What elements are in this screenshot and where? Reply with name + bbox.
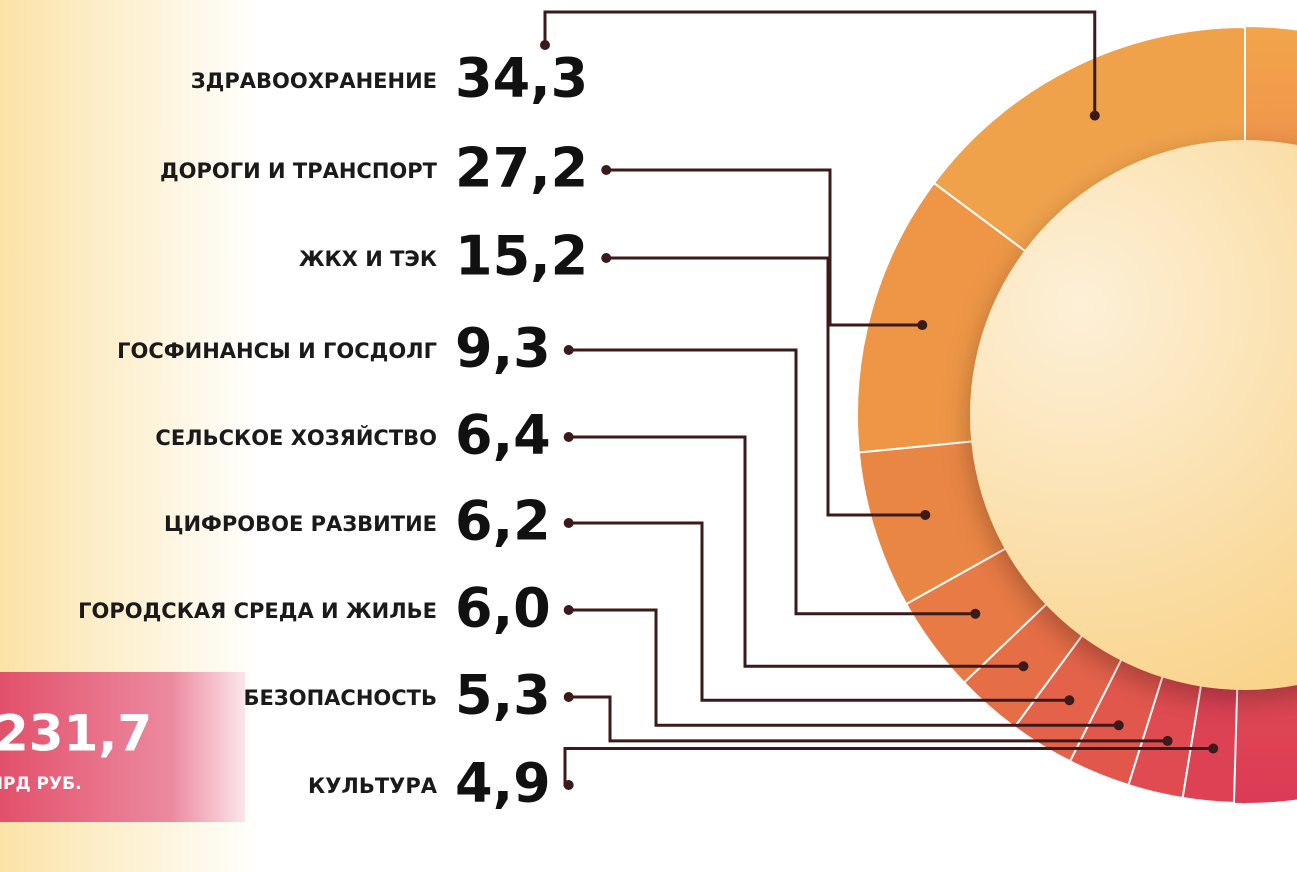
category-label: КУЛЬТУРА bbox=[308, 774, 438, 798]
leader-dot bbox=[563, 345, 574, 355]
leader-dot bbox=[601, 165, 612, 175]
category-label: ГОСФИНАНСЫ И ГОСДОЛГ bbox=[117, 339, 437, 363]
leader-dot bbox=[920, 509, 931, 520]
leader-dot bbox=[970, 608, 981, 619]
category-label: БЕЗОПАСНОСТЬ bbox=[243, 686, 437, 710]
leader-dot bbox=[563, 780, 574, 790]
leader-dot bbox=[1162, 735, 1173, 746]
leader-line bbox=[568, 348, 976, 616]
total-unit: МЛРД РУБ. bbox=[0, 774, 82, 794]
leader-dot bbox=[1064, 695, 1075, 706]
leader-dot bbox=[1113, 720, 1124, 731]
total-value: 231,7 bbox=[0, 705, 152, 763]
category-label: ДОРОГИ И ТРАНСПОРТ bbox=[160, 159, 438, 183]
category-label: ЦИФРОВОЕ РАЗВИТИЕ bbox=[164, 512, 437, 536]
leader-line bbox=[568, 435, 1024, 668]
donut-hole bbox=[970, 140, 1297, 690]
value-label: 5,3 bbox=[455, 664, 551, 727]
value-label: 6,4 bbox=[455, 404, 551, 467]
leader-dot bbox=[917, 320, 928, 331]
leader-dot bbox=[1089, 110, 1100, 121]
leader-line bbox=[568, 521, 1070, 702]
value-label: 15,2 bbox=[455, 225, 588, 288]
value-label: 34,3 bbox=[455, 47, 588, 110]
leader-dot bbox=[563, 432, 574, 442]
category-label: ЗДРАВООХРАНЕНИЕ bbox=[191, 69, 437, 93]
leader-dot bbox=[540, 40, 550, 50]
leader-line bbox=[606, 168, 923, 327]
value-label: 6,0 bbox=[455, 577, 551, 640]
leader-dot bbox=[601, 253, 612, 263]
value-label: 6,2 bbox=[455, 490, 551, 553]
category-label: ЖКХ И ТЭК bbox=[299, 247, 437, 271]
value-label: 9,3 bbox=[455, 317, 551, 380]
leader-dot bbox=[563, 692, 574, 702]
value-label: 4,9 bbox=[455, 752, 551, 815]
leader-dot bbox=[563, 518, 574, 528]
leader-line bbox=[568, 695, 1168, 743]
category-label: ГОРОДСКАЯ СРЕДА И ЖИЛЬЕ bbox=[78, 599, 437, 623]
leader-dot bbox=[1208, 743, 1219, 754]
leader-line bbox=[568, 608, 1119, 727]
leader-line bbox=[606, 256, 926, 517]
leader-dot bbox=[1018, 661, 1029, 672]
leader-dot bbox=[563, 605, 574, 615]
leader-line bbox=[543, 10, 1097, 116]
total-box bbox=[0, 672, 245, 822]
value-label: 27,2 bbox=[455, 137, 588, 200]
category-label: СЕЛЬСКОЕ ХОЗЯЙСТВО bbox=[155, 425, 437, 450]
